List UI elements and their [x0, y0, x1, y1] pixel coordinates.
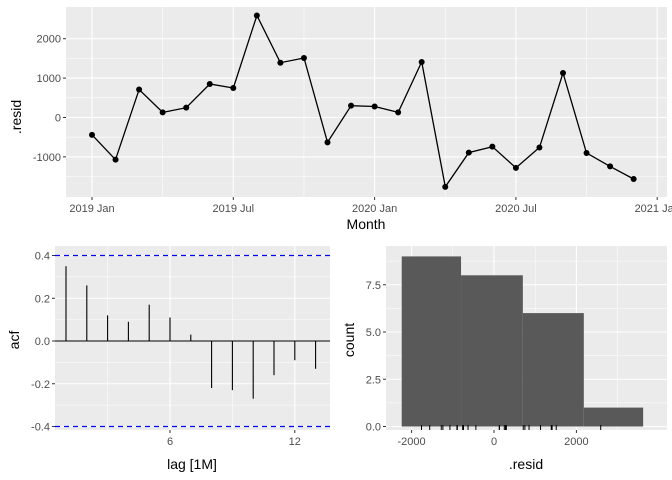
residuals-data-point	[136, 86, 143, 93]
histogram-y-tick-label: 7.5	[366, 280, 381, 292]
acf-y-tick-label: -0.4	[31, 422, 50, 434]
acf-x-axis-label: lag [1M]	[167, 456, 217, 472]
acf-y-tick-label: 0.4	[35, 251, 50, 263]
residuals-y-tick-label: 0	[55, 113, 61, 125]
residuals-data-point	[489, 143, 496, 150]
histogram-y-tick-label: 0.0	[366, 422, 381, 434]
histogram-x-tick-label: 0	[491, 436, 497, 448]
acf-panel-background	[55, 246, 330, 430]
histogram-y-axis-label: count	[341, 323, 357, 357]
residuals-y-tick-label: -1000	[33, 152, 61, 164]
histogram-x-tick-label: 2000	[564, 436, 588, 448]
histogram-x-axis-label: .resid	[509, 456, 543, 472]
residuals-panel-background	[66, 7, 667, 197]
residuals-x-tick-label: 2020 Jul	[495, 203, 537, 215]
residuals-data-point	[442, 183, 449, 190]
residuals-data-point	[253, 12, 260, 19]
residuals-x-tick-label: 2019 Jan	[69, 203, 114, 215]
residuals-y-tick-label: 2000	[37, 34, 61, 46]
residuals-x-tick-label: 2019 Jul	[213, 203, 255, 215]
acf-x-tick-label: 6	[167, 436, 173, 448]
residuals-data-point	[560, 69, 566, 76]
residuals-data-point	[395, 109, 402, 116]
histogram-bar	[461, 275, 523, 427]
residuals-data-point	[112, 156, 119, 163]
residuals-data-point	[89, 131, 95, 138]
residuals-y-tick-label: 1000	[37, 73, 61, 85]
acf-y-tick-label: 0.0	[35, 336, 50, 348]
residuals-data-point	[277, 59, 284, 66]
histogram-plot: 0.0 2.5 5.0 7.5 -2000 0 2000 .resid count	[341, 246, 667, 472]
histogram-y-tick-label: 2.5	[366, 374, 381, 386]
histogram-x-tick-label: -2000	[398, 436, 426, 448]
residuals-x-tick-label: 2020 Jan	[352, 203, 397, 215]
residuals-time-plot: 2000 1000 0 -1000 2019 Jan 2019 Jul 2020 Jan 20…	[8, 7, 672, 232]
residuals-data-point	[583, 149, 590, 156]
residuals-data-point	[206, 81, 213, 88]
residuals-data-point	[183, 104, 190, 111]
residuals-data-point	[630, 175, 637, 182]
residuals-data-point	[324, 139, 331, 146]
residuals-x-tick-label: 2021 Jan	[635, 203, 672, 215]
acf-plot: 0.4 0.2 0.0 -0.2 -0.4 6 12 lag [1M] acf	[6, 246, 330, 472]
acf-y-tick-label: 0.2	[35, 293, 50, 305]
residuals-data-point	[348, 102, 355, 109]
residuals-data-point	[418, 58, 425, 65]
histogram-bar	[583, 407, 644, 427]
histogram-y-tick-label: 5.0	[366, 327, 381, 339]
residuals-data-point	[300, 55, 307, 62]
residuals-data-point	[607, 163, 614, 170]
residuals-y-axis-label: .resid	[8, 100, 24, 134]
residuals-data-point	[465, 149, 472, 156]
acf-x-tick-label: 12	[289, 436, 301, 448]
residuals-data-point	[230, 84, 237, 91]
residuals-data-point	[512, 164, 519, 171]
residuals-x-axis-label: Month	[347, 216, 386, 232]
acf-y-axis-label: acf	[6, 331, 22, 350]
acf-y-tick-label: -0.2	[31, 379, 50, 391]
residuals-series-line	[91, 13, 634, 189]
residuals-data-point	[371, 103, 378, 110]
histogram-bar	[522, 313, 584, 427]
histogram-bar	[401, 256, 462, 427]
residuals-data-point	[159, 109, 166, 116]
residuals-data-point	[536, 144, 543, 151]
